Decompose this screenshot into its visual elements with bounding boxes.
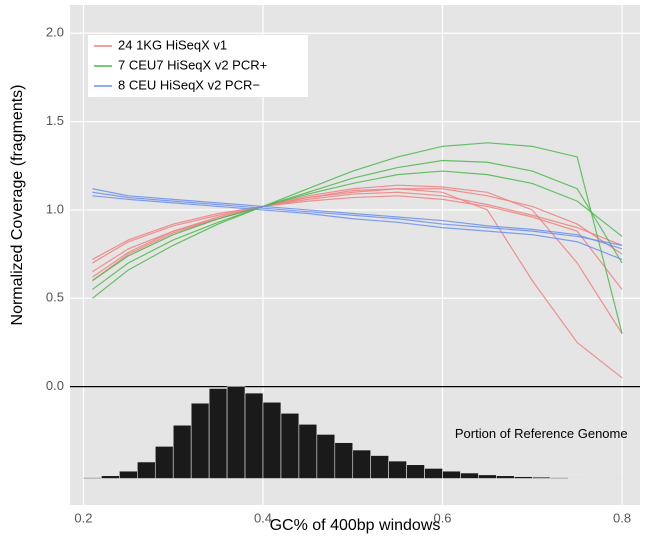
y-tick-label: 0.0 <box>46 378 64 393</box>
x-tick-label: 0.8 <box>613 510 631 525</box>
hist-bar <box>83 478 101 479</box>
hist-bar <box>514 477 532 479</box>
x-tick-label: 0.2 <box>74 510 92 525</box>
legend-label: 24 1KG HiSeqX v1 <box>118 37 227 52</box>
hist-bar <box>209 388 227 478</box>
x-axis-title: GC% of 400bp windows <box>270 517 441 534</box>
hist-bar <box>137 462 155 479</box>
hist-bar <box>101 476 119 479</box>
hist-bar <box>119 471 137 478</box>
hist-bar <box>281 413 299 478</box>
hist-bar <box>425 468 443 478</box>
legend-label: 7 CEU7 HiSeqX v2 PCR+ <box>118 57 267 72</box>
legend-label: 8 CEU HiSeqX v2 PCR− <box>118 77 260 92</box>
hist-bar <box>245 393 263 478</box>
hist-bar <box>299 424 317 478</box>
y-axis-title: Normalized Coverage (fragments) <box>9 85 26 326</box>
y-tick-label: 1.5 <box>46 113 64 128</box>
hist-bar <box>191 403 209 478</box>
y-tick-label: 1.0 <box>46 201 64 216</box>
y-tick-label: 0.5 <box>46 290 64 305</box>
hist-bar <box>389 461 407 478</box>
hist-bar <box>532 477 550 478</box>
hist-bar <box>550 478 568 479</box>
hist-bar <box>460 473 478 479</box>
hist-bar <box>443 471 461 478</box>
hist-bar <box>371 456 389 479</box>
hist-bar <box>568 478 586 479</box>
hist-bar <box>263 402 281 478</box>
hist-bar <box>155 446 173 478</box>
y-tick-label: 2.0 <box>46 25 64 40</box>
hist-bar <box>227 387 245 479</box>
hist-bar <box>353 450 371 478</box>
hist-bar <box>407 465 425 479</box>
annotation: Portion of Reference Genome <box>455 426 628 441</box>
hist-bar <box>173 425 191 478</box>
hist-bar <box>496 476 514 479</box>
hist-bar <box>317 434 335 478</box>
hist-bar <box>335 443 353 479</box>
hist-bar <box>478 475 496 479</box>
